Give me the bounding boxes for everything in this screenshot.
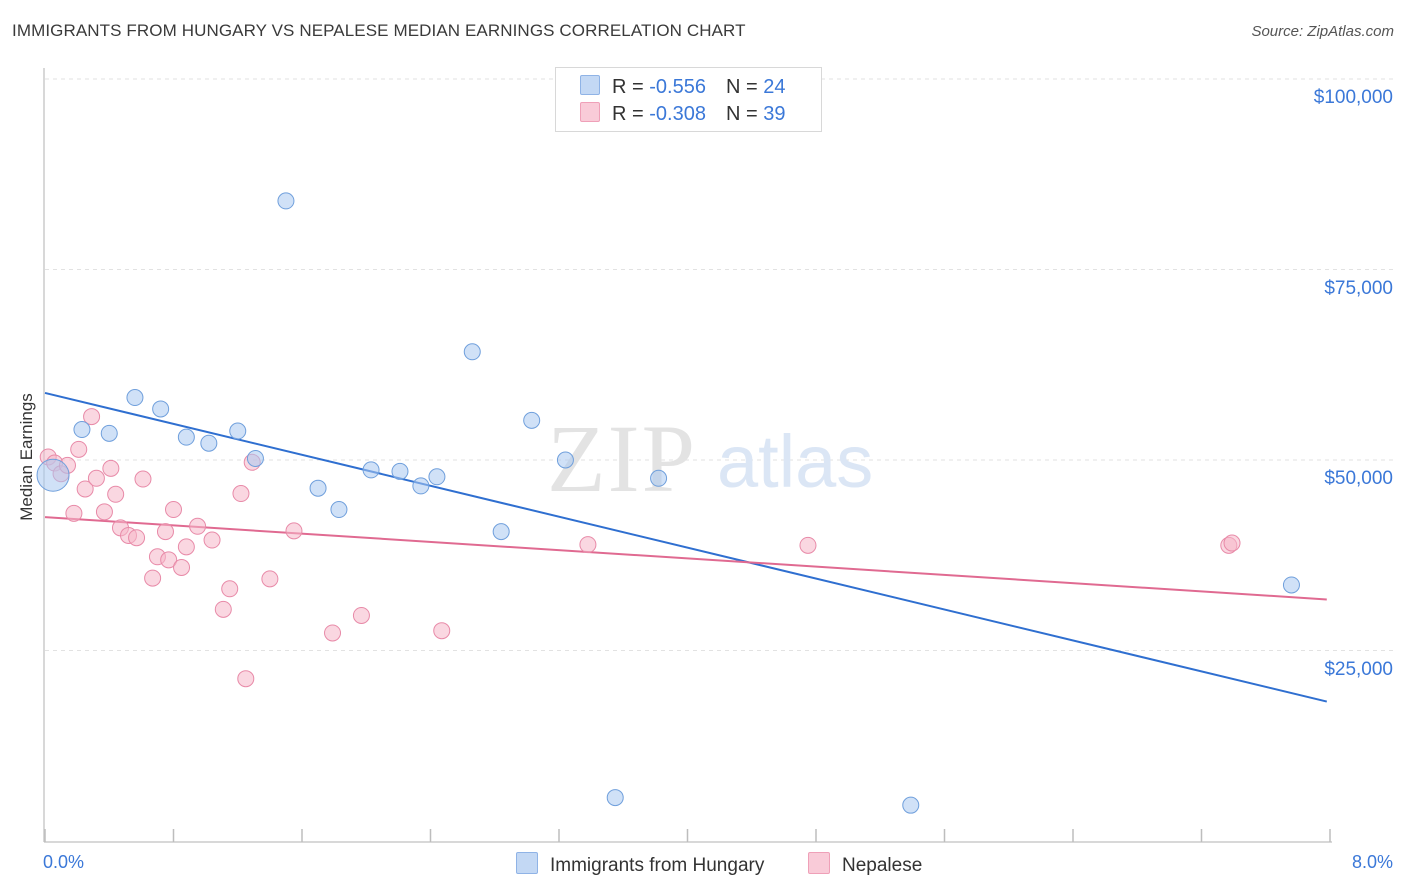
data-point-nepalese [128,529,146,547]
trend-line-nepalese [44,516,1327,601]
data-point-hungary [362,461,380,479]
y-tick-label: $25,000 [1324,658,1393,680]
data-point-hungary [309,479,327,497]
data-point-hungary [556,451,574,469]
data-point-hungary [412,477,430,495]
data-point-nepalese [261,570,279,588]
data-point-nepalese [102,459,120,477]
data-point-hungary [126,389,144,407]
legend-n-value-hungary: 24 [763,76,786,98]
legend-swatch-nepalese [580,102,600,122]
data-point-nepalese [433,622,451,640]
data-point-hungary [277,192,295,210]
data-point-hungary [391,462,409,480]
legend-r-value-hungary: -0.556 [649,76,706,98]
data-point-hungary [200,434,218,452]
data-point-nepalese [352,606,370,624]
data-point-hungary [902,796,920,814]
data-point-nepalese [189,517,207,535]
data-point-nepalese [95,503,113,521]
data-point-nepalese [237,670,255,688]
y-tick-label: $50,000 [1324,468,1393,489]
data-point-nepalese [165,501,182,519]
x-tick-label-max: 8.0% [1351,852,1393,872]
data-point-hungary [152,400,170,418]
series-label-nepalese: Nepalese [842,855,923,876]
grid-lines [45,78,1394,651]
chart-title: IMMIGRANTS FROM HUNGARY VS NEPALESE MEDI… [12,21,746,40]
data-point-hungary [523,411,541,429]
trend-line-hungary [44,391,1328,703]
watermark-atlas: atlas [717,420,873,503]
data-point-nepalese [156,523,174,541]
stats-legend: R = -0.556 N = 24 R = -0.308 N = 39 [555,67,822,132]
data-point-hungary [36,458,70,492]
series-label-hungary: Immigrants from Hungary [550,855,765,876]
data-point-nepalese [203,531,221,549]
data-point-hungary [177,428,195,446]
data-point-nepalese [324,624,342,642]
series-swatch-nepalese [808,852,830,874]
y-tick-label: $75,000 [1324,277,1393,299]
data-point-hungary [1282,576,1300,594]
data-point-hungary [492,523,510,541]
data-point-nepalese [160,551,178,569]
data-point-nepalese [83,408,101,426]
data-point-hungary [73,421,91,439]
data-point-nepalese [134,470,152,488]
trend-lines [44,391,1328,703]
data-point-nepalese [70,440,88,458]
legend-row-hungary: R = -0.556 N = 24 [580,75,785,99]
series-swatch-hungary [516,852,538,874]
data-point-nepalese [144,569,162,587]
data-point-nepalese [107,485,125,503]
data-points [36,192,1300,814]
data-point-nepalese [285,522,303,540]
watermark: ZIP atlas [547,405,873,512]
data-point-nepalese [65,504,83,522]
data-point-hungary [606,789,624,807]
data-point-nepalese [87,469,105,487]
data-point-hungary [463,343,481,361]
data-point-hungary [330,501,348,519]
legend-r-value-nepalese: -0.308 [649,103,706,125]
data-point-nepalese [177,538,195,556]
data-point-nepalese [214,600,232,618]
chart-source: Source: ZipAtlas.com [1251,23,1394,40]
legend-row-nepalese: R = -0.308 N = 39 [580,102,785,126]
legend-swatch-hungary [580,75,600,95]
data-point-hungary [229,422,247,440]
data-point-nepalese [579,536,597,554]
y-tick-label: $100,000 [1313,87,1393,108]
data-point-nepalese [173,558,191,576]
y-axis-title: Median Earnings [17,393,36,521]
data-point-nepalese [221,580,239,598]
series-legend-nepalese: Nepalese [808,852,922,877]
data-point-hungary [100,424,118,442]
x-tick-label-min: 0.0% [43,852,85,872]
data-point-nepalese [76,480,94,498]
data-point-nepalese [232,485,250,503]
data-point-nepalese [1223,534,1241,552]
data-point-hungary [650,469,668,487]
series-legend-hungary: Immigrants from Hungary [516,852,764,877]
data-point-nepalese [799,536,817,554]
data-point-hungary [246,449,264,467]
data-point-hungary [428,468,446,486]
legend-n-value-nepalese: 39 [763,103,786,125]
